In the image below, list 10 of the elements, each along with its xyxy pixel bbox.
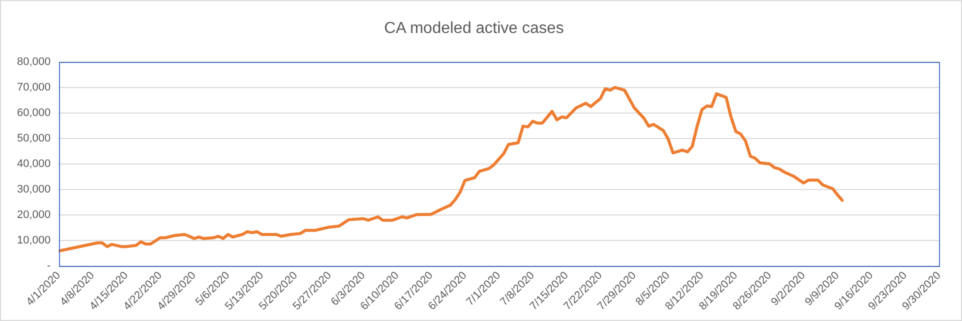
- y-tick-label: 10,000: [16, 234, 51, 247]
- y-tick-label: 50,000: [16, 132, 51, 145]
- y-tick-label: 80,000: [16, 56, 51, 68]
- y-tick-label: 30,000: [16, 184, 51, 196]
- y-tick-label: 40,000: [16, 158, 51, 170]
- y-tick-label: 70,000: [16, 82, 51, 94]
- y-tick-label: -: [46, 260, 51, 272]
- y-tick-label: 20,000: [16, 209, 51, 222]
- y-tick-label: 60,000: [16, 107, 51, 120]
- chart-title: CA modeled active cases: [384, 20, 564, 38]
